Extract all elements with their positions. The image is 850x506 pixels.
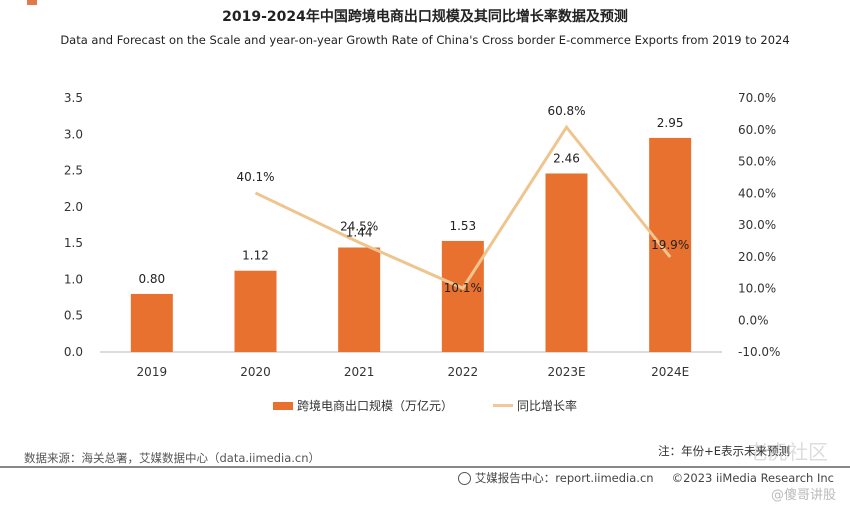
legend: 跨境电商出口规模（万亿元） 同比增长率 [0,397,850,414]
x-tick-label: 2022 [448,365,479,379]
y-left-tick-label: 0.0 [64,345,83,359]
globe-icon [457,471,471,485]
legend-line-label: 同比增长率 [517,399,578,413]
y-right-tick-label: 0.0% [738,313,769,327]
chart-subtitle: Data and Forecast on the Scale and year-… [60,33,790,47]
x-tick-label: 2020 [240,365,271,379]
legend-item-bars[interactable]: 跨境电商出口规模（万亿元） [272,397,453,414]
growth-rate-label: 60.8% [547,104,585,118]
bar [234,270,277,352]
legend-bar-label: 跨境电商出口规模（万亿元） [296,399,453,413]
y-right-tick-label: 10.0% [738,282,776,296]
watermark-logo: 老虎社区 [748,440,828,464]
x-tick-label: 2021 [344,365,375,379]
data-source: 数据来源：海关总署，艾媒数据中心（data.iimedia.cn） [24,451,321,465]
legend-line-swatch [493,404,513,407]
chart-svg: 0.0 0.5 1.0 1.5 2.0 2.5 3.0 3.5 -10.0% 0.0% 10.0% 2… [64,91,781,379]
bar-value-label: 1.53 [449,219,476,233]
y-left-tick-label: 3.5 [64,91,83,105]
corner-accent [27,0,37,5]
y-left-tick-label: 0.5 [64,309,83,323]
y-right-tick-label: 60.0% [738,123,776,137]
footer-credits: 艾媒报告中心：report.iimedia.cn ©2023 iiMedia R… [457,470,834,486]
x-tick-label: 2024E [651,365,689,379]
forecast-note: 注：年份+E表示未来预测 [658,444,790,458]
growth-rate-label: 40.1% [236,170,274,184]
bar-value-label: 2.95 [657,116,684,130]
bar [649,137,692,352]
y-right-tick-label: -10.0% [738,345,780,359]
bar [338,247,381,352]
y-right-tick-label: 70.0% [738,91,776,105]
bar-value-label: 2.46 [553,151,580,165]
report-center[interactable]: 艾媒报告中心：report.iimedia.cn [474,471,654,485]
watermark: @傻哥讲股 [770,488,836,503]
bar [441,240,484,352]
chart-title: 2019-2024年中国跨境电商出口规模及其同比增长率数据及预测 [222,9,628,25]
bar [130,293,173,352]
bar-value-label: 1.12 [242,249,269,263]
growth-rate-label: 10.1% [444,281,482,295]
y-left-tick-label: 2.5 [64,164,83,178]
y-left-tick-label: 1.0 [64,272,83,286]
growth-rate-label: 19.9% [651,238,689,252]
y-left-tick-label: 3.0 [64,127,83,141]
y-right-tick-label: 30.0% [738,218,776,232]
legend-item-line[interactable]: 同比增长率 [493,397,577,414]
x-tick-label: 2023E [547,365,585,379]
bar [545,173,588,352]
legend-bar-swatch [272,401,293,410]
x-tick-label: 2019 [137,365,168,379]
y-left-tick-label: 2.0 [64,200,83,214]
growth-rate-label: 24.5% [340,219,378,233]
footer-divider [0,466,850,468]
bar-value-label: 1.44 [346,225,373,239]
bar-value-label: 0.80 [138,272,165,286]
copyright: ©2023 iiMedia Research Inc [671,471,834,485]
y-right-tick-label: 50.0% [738,155,776,169]
y-right-tick-label: 40.0% [738,186,776,200]
y-right-tick-label: 20.0% [738,250,776,264]
y-left-tick-label: 1.5 [64,236,83,250]
